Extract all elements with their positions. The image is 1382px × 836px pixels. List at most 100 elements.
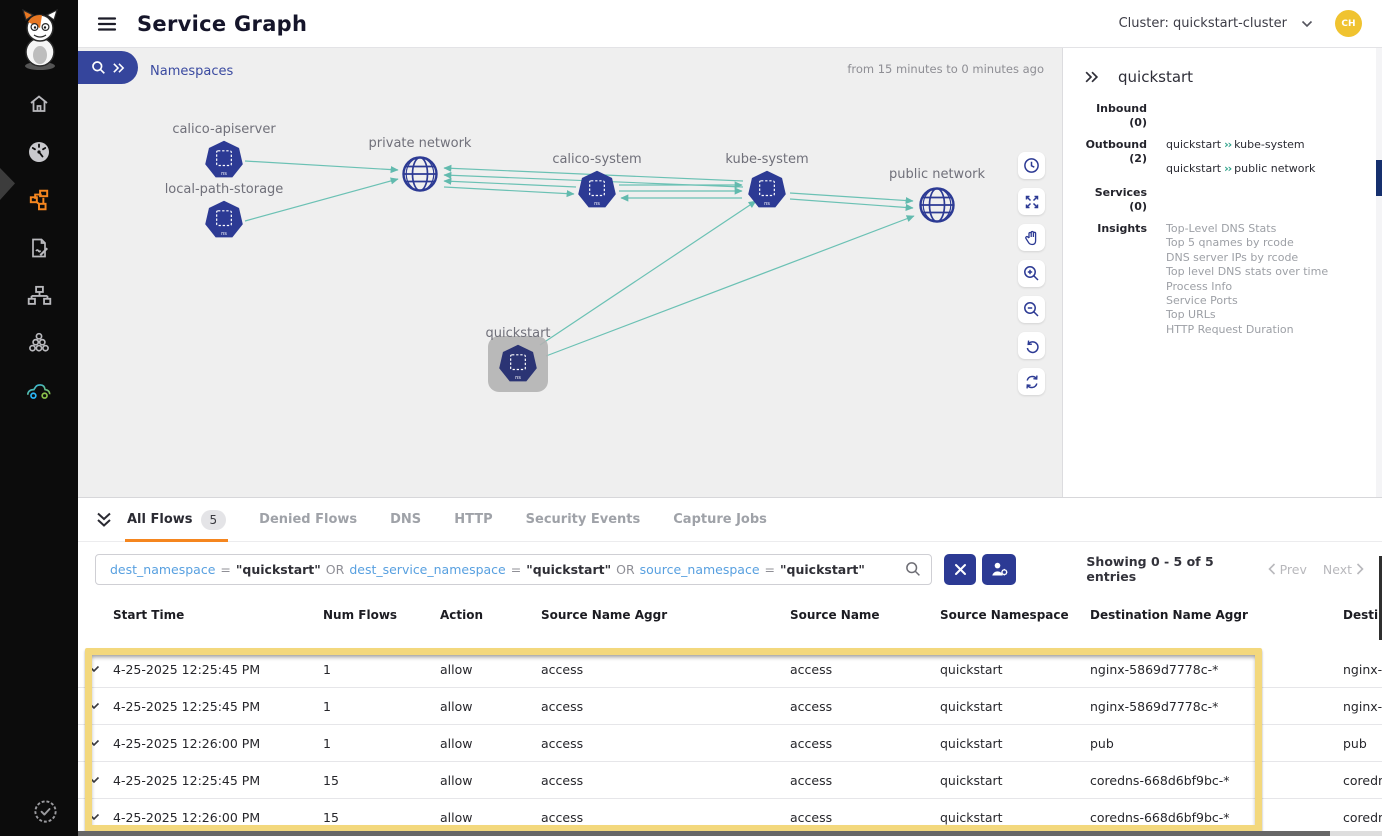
expand-row-icon[interactable]: [88, 739, 100, 747]
expand-row-icon[interactable]: [88, 665, 100, 673]
network-globe-icon: [402, 156, 438, 192]
sidebar-item-components[interactable]: [25, 330, 53, 358]
pan-button[interactable]: [1018, 224, 1045, 251]
expand-row-icon[interactable]: [88, 813, 100, 821]
horizontal-scrollbar-track[interactable]: [78, 831, 1382, 836]
table-row[interactable]: 4-25-2025 12:26:00 PM 1 allow access acces…: [78, 725, 1382, 762]
column-header[interactable]: Num Flows: [323, 608, 398, 622]
chevron-left-icon: [1267, 563, 1275, 575]
gauge-icon: [29, 142, 49, 162]
collapse-panel-icon[interactable]: [1084, 70, 1099, 84]
prev-page-button[interactable]: Prev: [1267, 562, 1307, 577]
fit-to-view-button[interactable]: [1018, 188, 1045, 215]
namespace-icon: ns: [499, 344, 537, 382]
user-gear-icon: [992, 562, 1008, 576]
graph-search-button[interactable]: [78, 51, 138, 84]
svg-text:ns: ns: [221, 231, 227, 237]
flows-table-header: Start Time Num Flows Action Source Name …: [78, 596, 1382, 651]
graph-node-calico-apiserver[interactable]: calico-apiserver ns: [172, 122, 276, 182]
tab-all-flows[interactable]: All Flows 5: [124, 498, 229, 542]
cluster-selector[interactable]: Cluster: quickstart-cluster: [1118, 16, 1287, 31]
insight-item[interactable]: Top-Level DNS Stats: [1166, 222, 1277, 235]
sidebar-item-car[interactable]: [25, 377, 53, 405]
document-edit-icon: [32, 238, 48, 258]
inbound-label: Inbound (0): [1096, 102, 1147, 129]
tab-http[interactable]: HTTP: [454, 512, 493, 527]
outbound-link[interactable]: quickstart ›› public network: [1166, 162, 1316, 175]
column-header[interactable]: Action: [440, 608, 484, 622]
sidebar: [0, 0, 78, 836]
expand-icon: [1025, 195, 1038, 208]
tab-dns[interactable]: DNS: [390, 512, 422, 527]
history-button[interactable]: [1018, 152, 1045, 179]
zoom-out-button[interactable]: [1018, 296, 1045, 323]
graph-node-local-path-storage[interactable]: local-path-storage ns: [165, 182, 283, 242]
sitemap-icon: [27, 285, 51, 305]
column-header[interactable]: Source Name: [790, 608, 880, 622]
flows-table-body: 4-25-2025 12:25:45 PM 1 allow access acces…: [78, 651, 1382, 836]
sidebar-item-verified[interactable]: [31, 797, 59, 825]
sidebar-item-home[interactable]: [25, 90, 53, 118]
next-page-button[interactable]: Next: [1323, 562, 1364, 577]
graph-node-kube-system[interactable]: kube-system ns: [725, 152, 809, 212]
undo-layout-button[interactable]: [1018, 332, 1045, 359]
tab-capture-jobs[interactable]: Capture Jobs: [673, 512, 767, 527]
insight-item[interactable]: Top URLs: [1166, 308, 1216, 322]
customize-columns-button[interactable]: [982, 553, 1017, 585]
clear-filter-button[interactable]: [944, 553, 977, 585]
expand-row-icon[interactable]: [88, 776, 100, 784]
insight-item[interactable]: Process Info: [1166, 279, 1233, 293]
sidebar-item-dashboard[interactable]: [25, 138, 53, 166]
pagination-summary: Showing 0 - 5 of 5 entries: [1086, 554, 1214, 584]
svg-text:ns: ns: [221, 171, 227, 177]
breadcrumb-namespaces[interactable]: Namespaces: [150, 64, 234, 79]
graph-node-quickstart[interactable]: quickstart ns: [485, 326, 551, 392]
refresh-button[interactable]: [1018, 368, 1045, 395]
home-icon: [30, 95, 48, 112]
graph-node-private-network[interactable]: private network: [369, 136, 471, 196]
search-icon[interactable]: [905, 561, 921, 577]
column-header[interactable]: Destination Name Aggr: [1090, 608, 1248, 622]
page-title: Service Graph: [137, 11, 308, 36]
details-scrollbar-thumb[interactable]: [1376, 160, 1382, 196]
flows-filter-bar: dest_namespace = "quickstart" OR dest_se…: [78, 542, 1382, 596]
tab-denied-flows[interactable]: Denied Flows: [259, 512, 358, 527]
graph-node-calico-system[interactable]: calico-system ns: [552, 152, 642, 212]
filter-query-input[interactable]: dest_namespace = "quickstart" OR dest_se…: [95, 553, 933, 585]
insight-item[interactable]: HTTP Request Duration: [1166, 322, 1294, 336]
hand-icon: [1024, 230, 1036, 245]
certificate-check-icon: [33, 799, 57, 823]
insight-item[interactable]: Top 5 qnames by rcode: [1166, 236, 1294, 250]
flows-scrollbar-thumb[interactable]: [1379, 556, 1382, 640]
table-row[interactable]: 4-25-2025 12:25:45 PM 15 allow access acce…: [78, 762, 1382, 799]
insight-item[interactable]: DNS server IPs by rcode: [1166, 250, 1299, 264]
sidebar-item-logs[interactable]: [25, 234, 53, 262]
graph-node-public-network[interactable]: public network: [889, 167, 985, 227]
avatar[interactable]: CH: [1335, 10, 1362, 37]
double-chevron-right-icon: [113, 62, 125, 73]
column-header[interactable]: Destination Name: [1343, 608, 1382, 622]
sidebar-item-network-tree[interactable]: [25, 282, 53, 310]
table-row[interactable]: 4-25-2025 12:25:45 PM 1 allow access acces…: [78, 651, 1382, 688]
chevron-down-icon[interactable]: [1301, 20, 1313, 28]
column-header[interactable]: Source Namespace: [940, 608, 1069, 622]
graph-edges: [244, 160, 915, 357]
pagination-controls: Prev Next: [1267, 562, 1364, 577]
column-header[interactable]: Source Name Aggr: [541, 608, 668, 622]
insight-item[interactable]: Top level DNS stats over time: [1166, 265, 1329, 279]
column-header[interactable]: Start Time: [113, 608, 185, 622]
double-chevron-down-icon[interactable]: [94, 510, 114, 530]
table-row[interactable]: 4-25-2025 12:25:45 PM 1 allow access acces…: [78, 688, 1382, 725]
insight-item[interactable]: Service Ports: [1166, 294, 1238, 308]
all-flows-count-badge: 5: [200, 509, 227, 530]
tab-security-events[interactable]: Security Events: [525, 512, 641, 527]
service-graph-canvas: Namespaces from 15 minutes to 0 minutes …: [78, 48, 1062, 497]
sidebar-item-service-graph[interactable]: [25, 186, 53, 214]
hamburger-menu-icon[interactable]: [96, 13, 118, 35]
flow-arrow-icon: ››: [1224, 162, 1232, 175]
horizontal-scrollbar-thumb[interactable]: [78, 831, 1330, 836]
zoom-in-button[interactable]: [1018, 260, 1045, 287]
clock-icon: [1024, 158, 1039, 173]
expand-row-icon[interactable]: [88, 702, 100, 710]
outbound-link[interactable]: quickstart ›› kube-system: [1166, 138, 1305, 151]
